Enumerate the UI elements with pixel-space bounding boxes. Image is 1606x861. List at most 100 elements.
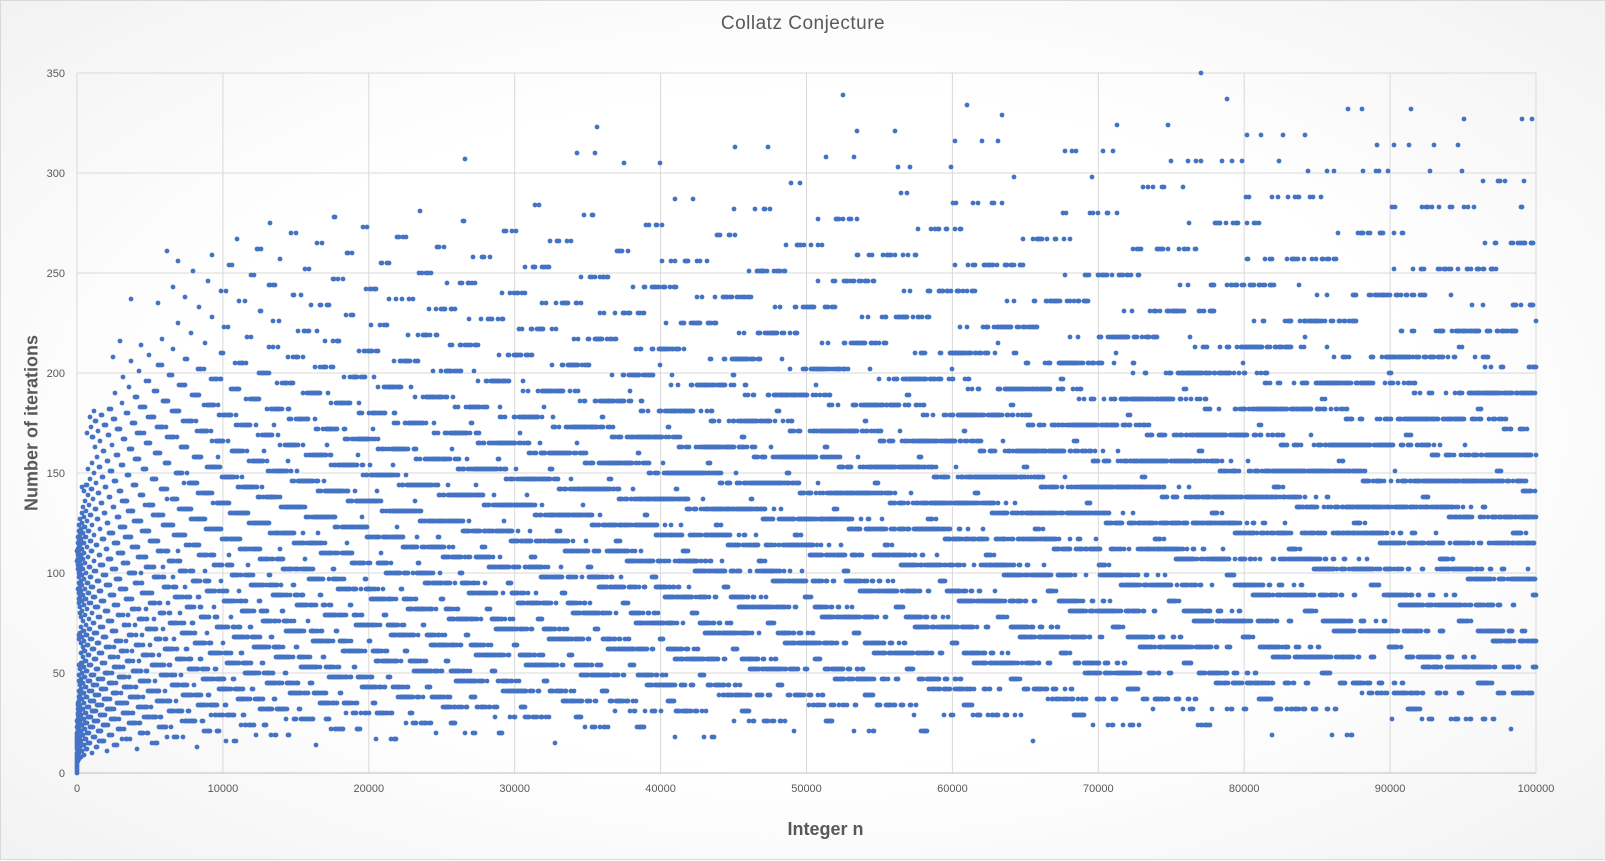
data-point <box>375 489 380 494</box>
data-point <box>92 699 97 704</box>
data-point <box>197 393 202 398</box>
data-point <box>240 651 245 656</box>
y-tick-label: 200 <box>47 368 65 380</box>
data-point <box>315 241 320 246</box>
data-point <box>240 475 245 480</box>
data-point <box>169 725 174 730</box>
data-point <box>373 701 378 706</box>
data-point <box>237 589 242 594</box>
data-point <box>92 533 97 538</box>
data-point <box>394 597 399 602</box>
data-point <box>387 297 392 302</box>
data-point <box>381 587 386 592</box>
data-point <box>151 503 156 508</box>
data-point <box>176 259 181 264</box>
data-point <box>277 619 282 624</box>
data-point <box>450 343 455 348</box>
data-point <box>86 467 91 472</box>
data-point <box>264 723 269 728</box>
data-point <box>171 285 176 290</box>
data-point <box>404 721 409 726</box>
data-point <box>267 371 272 376</box>
data-point <box>301 593 306 598</box>
data-point <box>85 747 90 752</box>
data-point <box>404 235 409 240</box>
data-point <box>171 575 176 580</box>
data-point <box>127 675 132 680</box>
data-point <box>221 351 226 356</box>
data-point <box>410 711 415 716</box>
data-point <box>473 281 478 286</box>
data-point <box>227 553 232 558</box>
data-point <box>368 639 373 644</box>
data-point <box>531 689 536 694</box>
data-point <box>119 489 124 494</box>
data-point <box>85 721 90 726</box>
data-point <box>307 267 312 272</box>
data-point <box>243 299 248 304</box>
data-point <box>529 539 534 544</box>
data-point <box>111 531 116 536</box>
data-point <box>438 571 443 576</box>
data-point <box>130 597 135 602</box>
data-point <box>329 603 334 608</box>
data-point <box>226 625 231 630</box>
data-point <box>104 573 109 578</box>
data-point <box>105 547 110 552</box>
data-point <box>321 577 326 582</box>
data-point <box>520 327 525 332</box>
data-point <box>341 277 346 282</box>
data-point <box>351 313 356 318</box>
data-point <box>92 647 97 652</box>
data-point <box>94 507 99 512</box>
data-point <box>103 661 108 666</box>
data-point <box>189 507 194 512</box>
data-point <box>121 665 126 670</box>
x-tick-label: 80000 <box>1229 783 1260 795</box>
data-point <box>118 339 123 344</box>
data-point <box>380 261 385 266</box>
data-point <box>185 357 190 362</box>
data-point <box>114 479 119 484</box>
data-point <box>294 231 299 236</box>
data-point <box>162 663 167 668</box>
data-point <box>249 625 254 630</box>
data-point <box>121 613 126 618</box>
data-point <box>307 329 312 334</box>
data-point <box>361 463 366 468</box>
data-point <box>279 583 284 588</box>
data-point <box>191 569 196 574</box>
data-point <box>207 693 212 698</box>
data-point <box>101 563 106 568</box>
data-point <box>501 317 506 322</box>
data-point <box>355 701 360 706</box>
data-point <box>108 583 113 588</box>
data-point <box>311 567 316 572</box>
data-point <box>355 463 360 468</box>
data-point <box>217 729 222 734</box>
data-point <box>181 735 186 740</box>
data-point <box>281 557 286 562</box>
x-tick-label: 70000 <box>1083 783 1114 795</box>
data-point <box>415 535 420 540</box>
data-point <box>174 585 179 590</box>
data-point <box>234 739 239 744</box>
data-point <box>141 695 146 700</box>
data-point <box>495 705 500 710</box>
data-point <box>286 355 291 360</box>
data-point <box>287 733 292 738</box>
data-point <box>395 525 400 530</box>
data-point <box>104 687 109 692</box>
data-point <box>98 465 103 470</box>
data-point <box>226 439 231 444</box>
data-point <box>537 689 542 694</box>
data-point <box>453 721 458 726</box>
x-tick-label: 40000 <box>645 783 676 795</box>
data-point <box>221 439 226 444</box>
data-point <box>494 591 499 596</box>
data-point <box>120 401 125 406</box>
data-point <box>173 673 178 678</box>
data-point <box>471 255 476 260</box>
data-point <box>287 407 292 412</box>
data-point <box>89 425 94 430</box>
